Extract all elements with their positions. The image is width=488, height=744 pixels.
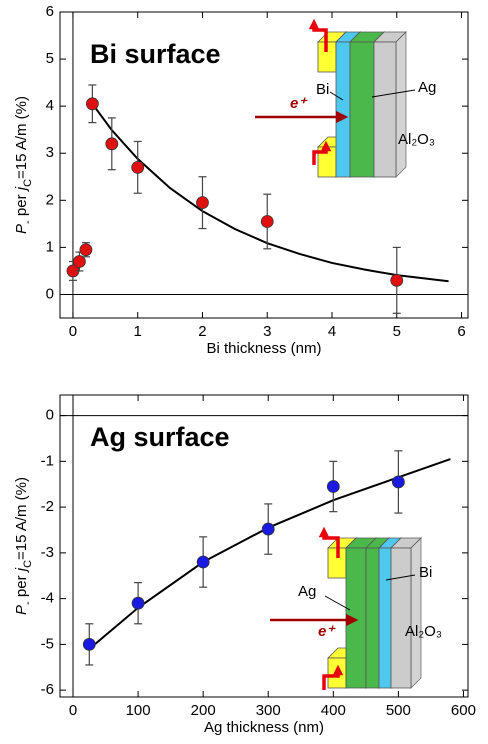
x-tick-label: 100 [126, 702, 151, 719]
data-point [261, 522, 275, 536]
y-tick-label: -6 [41, 681, 54, 698]
y-tick-label: -1 [41, 452, 54, 469]
y-tick-label: 4 [46, 97, 54, 114]
current-arrow [312, 140, 332, 165]
y-axis-label-part: C [22, 179, 34, 187]
x-tick-label: 500 [386, 702, 411, 719]
x-tick-label: 200 [191, 702, 216, 719]
data-point [326, 480, 340, 493]
layer-side [395, 31, 407, 178]
y-axis-label-part: j [13, 567, 30, 573]
data-point [260, 215, 274, 228]
y-axis-label: P- per jC=15 A/m (%) [13, 96, 34, 234]
layer [345, 547, 367, 689]
data-point [196, 555, 210, 569]
y-axis-label-part: =15 A/m (%) [13, 96, 30, 179]
y-axis-label-part: per [13, 190, 30, 220]
panel-title: Ag surface [90, 422, 230, 452]
x-tick-label: 300 [256, 702, 281, 719]
y-tick-label: 5 [46, 50, 54, 67]
layer [373, 41, 397, 178]
x-tick-label: 4 [328, 323, 336, 340]
leader [329, 91, 344, 101]
y-tick-label: 0 [46, 407, 54, 424]
inset-label: Ag [298, 583, 316, 600]
plot-frame [59, 11, 469, 319]
x-axis-label: Ag thickness (nm) [204, 719, 324, 736]
x-tick-label: 1 [134, 323, 142, 340]
current-arrow [308, 18, 328, 52]
current-arrow [318, 526, 340, 558]
plot-frame [59, 394, 469, 698]
inset-label: Bi [316, 81, 329, 98]
data-point [105, 137, 119, 151]
y-axis-label-part: C [22, 560, 34, 568]
y-tick-label: -5 [41, 635, 54, 652]
layer [335, 41, 351, 178]
leader [324, 595, 351, 611]
y-tick-label: 1 [46, 238, 54, 255]
data-point [131, 160, 145, 174]
data-point [79, 243, 93, 257]
layer-side [410, 537, 422, 689]
data-point [196, 196, 209, 210]
panel-title: Bi surface [90, 39, 221, 69]
y-tick-label: 0 [46, 285, 54, 302]
inset-label: Al₂O₃ [405, 623, 442, 640]
current-arrow [322, 664, 344, 690]
y-axis-label-part: P [13, 224, 30, 234]
x-tick-label: 600 [451, 702, 476, 719]
fit-curve [91, 103, 449, 283]
data-point [391, 475, 405, 489]
inset-label: Al₂O₃ [398, 131, 435, 148]
inset: Ag Bi Al₂O₃ e⁺ [270, 526, 442, 690]
y-axis-label-part: =15 A/m (%) [13, 477, 30, 560]
y-axis-label-part: P [13, 605, 30, 615]
y-axis-label-part: - [22, 220, 34, 224]
panel: 0 1 2 3 4 5 6 0 1 2 3 4 5 6 Bi thickness (nm) P- per jC… [13, 3, 469, 357]
inset-label: e⁺ [318, 623, 336, 640]
layer [378, 547, 392, 689]
y-tick-label: 3 [46, 144, 54, 161]
layer [349, 41, 375, 178]
inset-label: Bi [419, 564, 432, 581]
x-tick-label: 0 [69, 323, 77, 340]
leader [371, 89, 416, 98]
data-point [131, 596, 145, 610]
y-tick-label: -4 [41, 590, 54, 607]
inset-label: Ag [418, 79, 436, 96]
x-tick-label: 400 [321, 702, 346, 719]
layer [390, 547, 412, 689]
x-tick-label: 3 [263, 323, 271, 340]
x-tick-label: 2 [198, 323, 206, 340]
x-axis-label: Bi thickness (nm) [206, 340, 321, 357]
leader [385, 574, 416, 581]
x-tick-label: 5 [393, 323, 401, 340]
data-point [73, 255, 86, 268]
y-tick-label: 2 [46, 191, 54, 208]
x-tick-label: 0 [69, 702, 77, 719]
y-axis-label-part: - [22, 601, 34, 605]
data-point [85, 97, 99, 111]
panel: 0 100 200 300 400 500 600 0 -1 -2 -3 -4 -5 -6 Ag thick… [13, 394, 476, 736]
y-tick-label: 6 [46, 3, 54, 20]
y-tick-label: -2 [41, 498, 54, 515]
y-tick-label: -3 [41, 544, 54, 561]
inset-label: e⁺ [290, 95, 308, 112]
y-axis-label: P- per jC=15 A/m (%) [13, 477, 34, 615]
y-axis-label-part: per [13, 571, 30, 601]
data-point [82, 637, 96, 651]
data-point [390, 273, 404, 287]
inset: Bi Ag Al₂O₃ e⁺ [255, 18, 436, 178]
layer [365, 547, 380, 689]
y-axis-label-part: j [13, 186, 30, 192]
x-tick-label: 6 [457, 323, 465, 340]
